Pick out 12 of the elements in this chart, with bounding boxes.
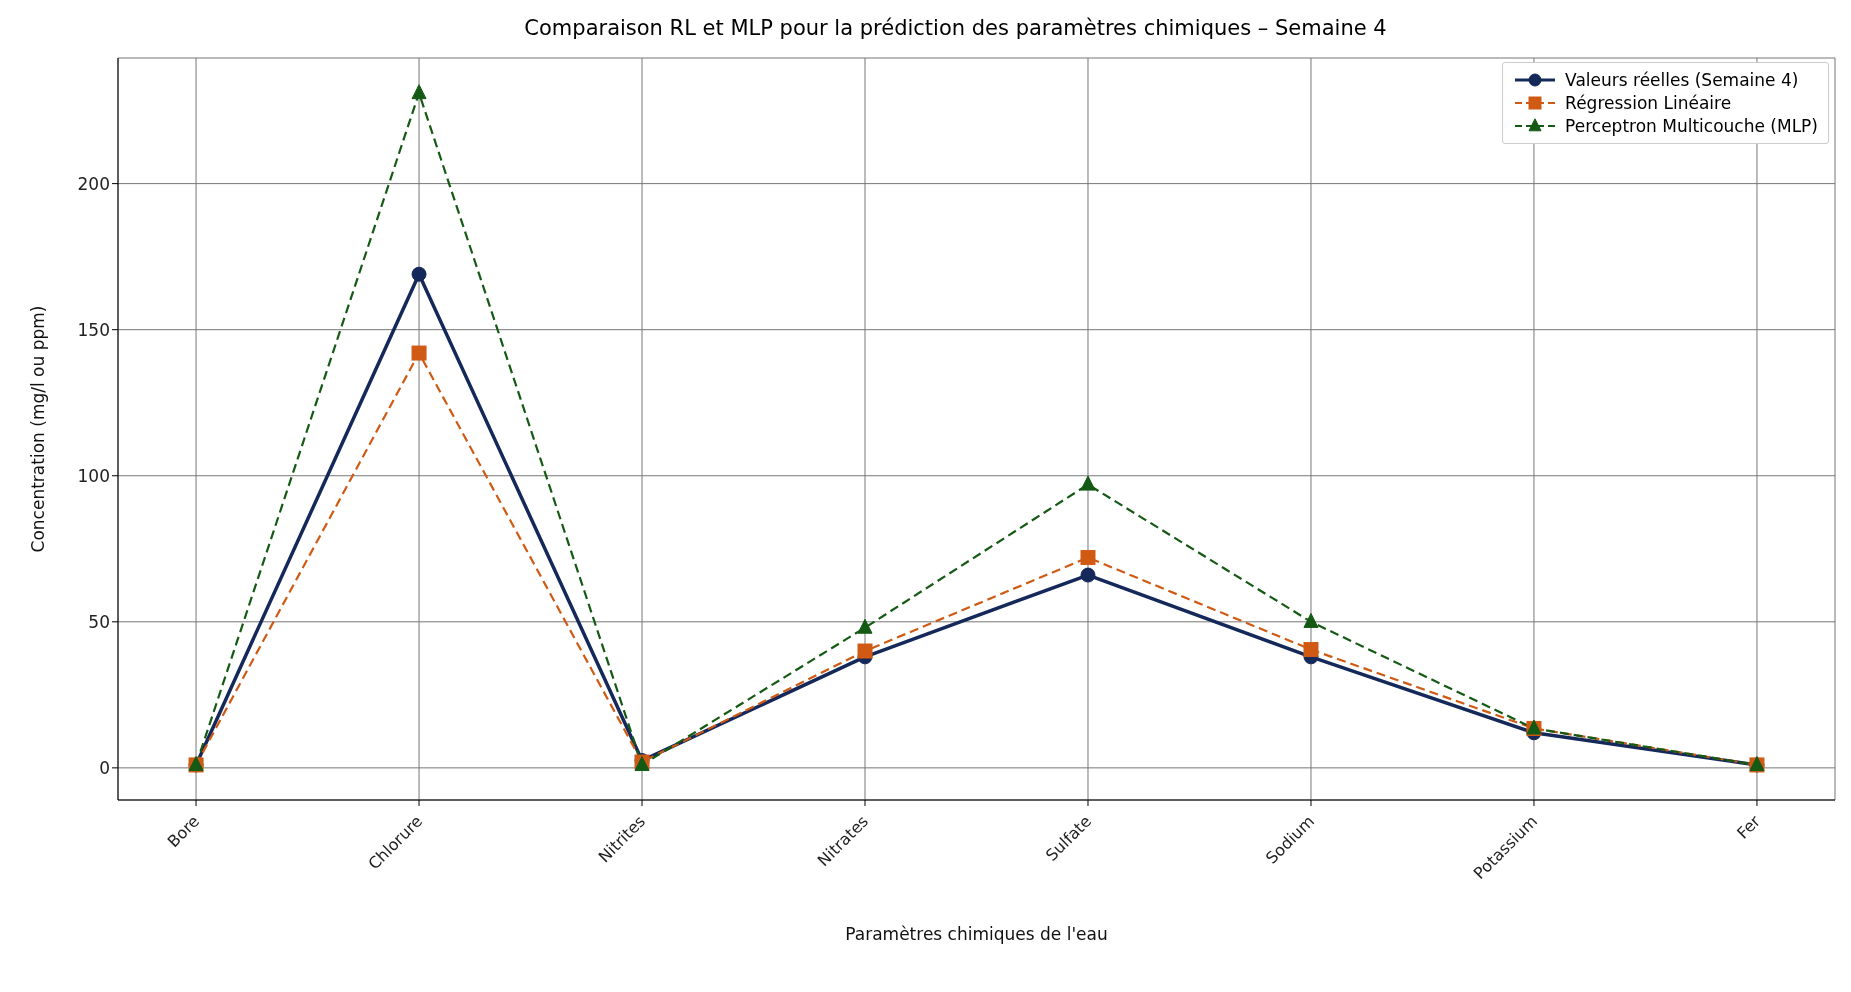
legend-label: Perceptron Multicouche (MLP)	[1565, 116, 1818, 136]
y-tick-label: 200	[77, 173, 110, 194]
legend-label: Valeurs réelles (Semaine 4)	[1565, 70, 1799, 90]
y-axis-title: Concentration (mg/l ou ppm)	[28, 305, 49, 553]
y-tick-label: 50	[88, 611, 110, 632]
y-tick-label: 0	[99, 757, 110, 778]
y-tick-label: 150	[77, 319, 110, 340]
legend-label: Régression Linéaire	[1565, 93, 1732, 113]
x-tick-label: Fer	[1733, 811, 1765, 843]
y-tick-label: 100	[77, 465, 110, 486]
x-axis-title: Paramètres chimiques de l'eau	[845, 924, 1108, 944]
chart-title: Comparaison RL et MLP pour la prédiction des paramètres chimiques – Semaine 4	[523, 15, 1388, 42]
